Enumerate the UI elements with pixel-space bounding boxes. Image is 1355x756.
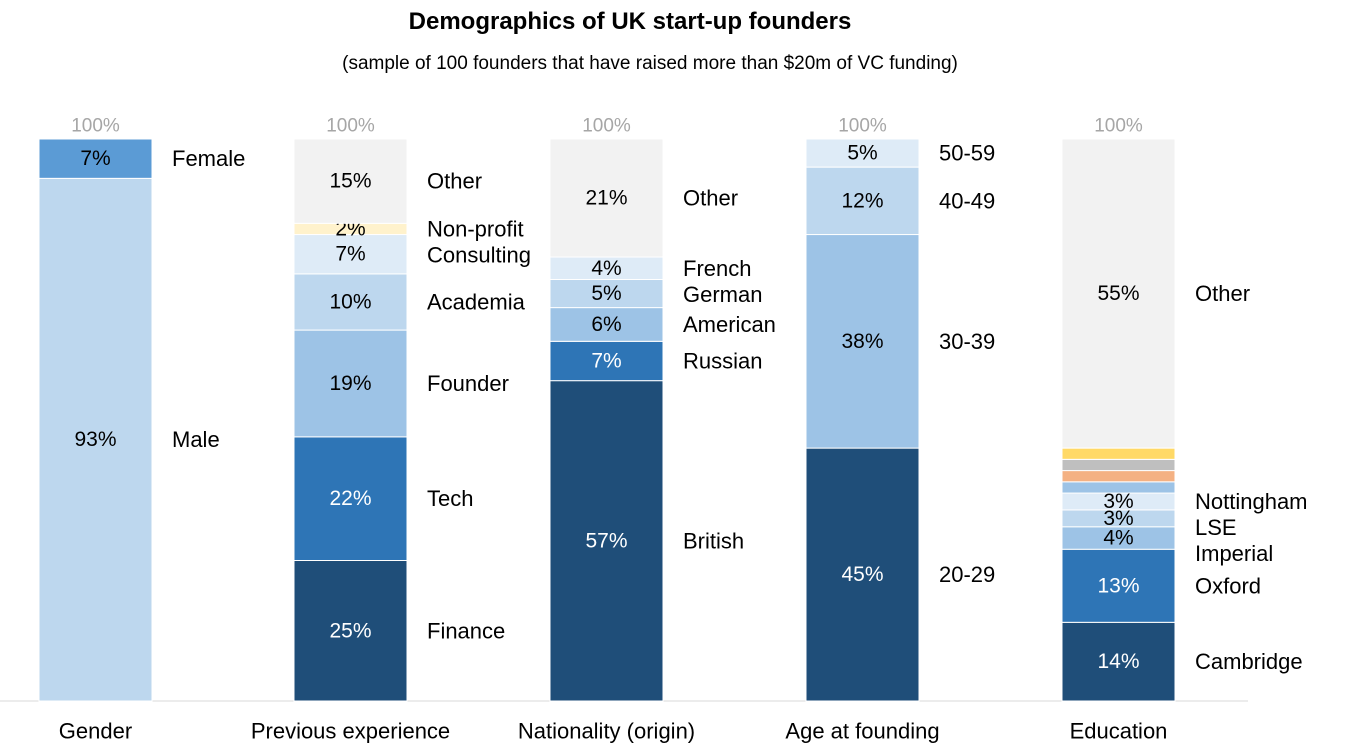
segment-category-label: Russian (683, 348, 762, 373)
bar-segment (293, 234, 408, 275)
segment-category-label: Finance (427, 618, 505, 643)
data-label: 7% (591, 349, 621, 372)
bar-segment (1061, 458, 1176, 472)
bar-segment (293, 436, 408, 561)
segment-category-label: Other (427, 169, 482, 194)
data-label: 57% (585, 529, 627, 552)
total-label: 100% (71, 116, 120, 137)
segment-category-label: Cambridge (1195, 649, 1303, 674)
bar-segment (1061, 470, 1176, 483)
segment-category-label: Nottingham (1195, 489, 1308, 514)
data-label: 14% (1097, 650, 1139, 673)
bar-segment (805, 234, 920, 449)
data-label: 21% (585, 187, 627, 210)
chart-title: Demographics of UK start-up founders (408, 8, 852, 35)
data-label: 19% (329, 372, 371, 395)
bar-segment (549, 138, 664, 258)
data-label: 10% (329, 290, 371, 313)
bar-segment (38, 138, 153, 179)
bar-segment (1061, 548, 1176, 623)
bar-segment (549, 340, 664, 382)
data-label: 55% (1097, 282, 1139, 305)
segment-category-label: Academia (427, 289, 526, 314)
bar-segment (1061, 481, 1176, 494)
bar-segment (805, 138, 920, 168)
data-label: 12% (841, 189, 883, 212)
data-label: 45% (841, 563, 883, 586)
x-tick-label: Gender (59, 719, 132, 744)
data-label: 7% (80, 147, 110, 170)
bar-segment (549, 279, 664, 309)
data-label: 6% (591, 313, 621, 336)
data-label: 13% (1097, 574, 1139, 597)
segment-category-label: 30-39 (939, 329, 995, 354)
bar-segment (549, 380, 664, 702)
segment-category-label: LSE (1195, 515, 1237, 540)
data-label: 25% (329, 619, 371, 642)
total-label: 100% (838, 116, 887, 137)
data-label: 4% (1103, 527, 1133, 550)
bar-segment (38, 177, 153, 702)
segment-category-label: 50-59 (939, 141, 995, 166)
segment-category-label: Consulting (427, 242, 531, 267)
segment-category-label: Other (683, 186, 738, 211)
data-label: 15% (329, 170, 371, 193)
bars-group: 93% 7% Female Male 100% Gender 25% 22% 19% 10% 7% 2… (38, 116, 1308, 744)
total-label: 100% (1094, 116, 1143, 137)
segment-category-label: Other (1195, 281, 1250, 306)
segment-category-label: 20-29 (939, 562, 995, 587)
segment-category-label: British (683, 528, 744, 553)
data-label: 4% (591, 257, 621, 280)
segment-category-label: 40-49 (939, 188, 995, 213)
data-label: 5% (847, 142, 877, 165)
data-label: 38% (841, 330, 883, 353)
data-label: 22% (329, 487, 371, 510)
total-label: 100% (582, 116, 631, 137)
x-tick-label: Age at founding (785, 719, 939, 744)
segment-category-label: Tech (427, 486, 473, 511)
segment-category-label: Oxford (1195, 573, 1261, 598)
data-label: 3% (1103, 490, 1133, 513)
segment-category-label: Founder (427, 371, 509, 396)
data-label: 7% (335, 243, 365, 266)
x-tick-label: Previous experience (251, 719, 450, 744)
data-label: 3% (1103, 507, 1133, 530)
total-label: 100% (326, 116, 375, 137)
segment-category-label: Male (172, 427, 220, 452)
bar-segment (805, 447, 920, 702)
x-tick-label: Education (1070, 719, 1168, 744)
data-label: 93% (74, 428, 116, 451)
x-tick-label: Nationality (origin) (518, 719, 695, 744)
segment-category-label: French (683, 256, 751, 281)
bar-segment (805, 166, 920, 236)
bar-segment (293, 273, 408, 331)
segment-category-label: Female (172, 146, 245, 171)
bar-segment (293, 329, 408, 438)
bar-segment (1061, 447, 1176, 460)
chart-subtitle: (sample of 100 founders that have raised… (342, 53, 958, 74)
segment-category-label: American (683, 312, 776, 337)
bar-segment (1061, 138, 1176, 449)
bar-segment (1061, 621, 1176, 702)
segment-category-label: German (683, 282, 762, 307)
bar-segment (293, 138, 408, 224)
segment-category-label: Non-profit (427, 216, 524, 241)
bar-segment (293, 560, 408, 702)
data-label: 5% (591, 282, 621, 305)
segment-category-label: Imperial (1195, 541, 1273, 566)
